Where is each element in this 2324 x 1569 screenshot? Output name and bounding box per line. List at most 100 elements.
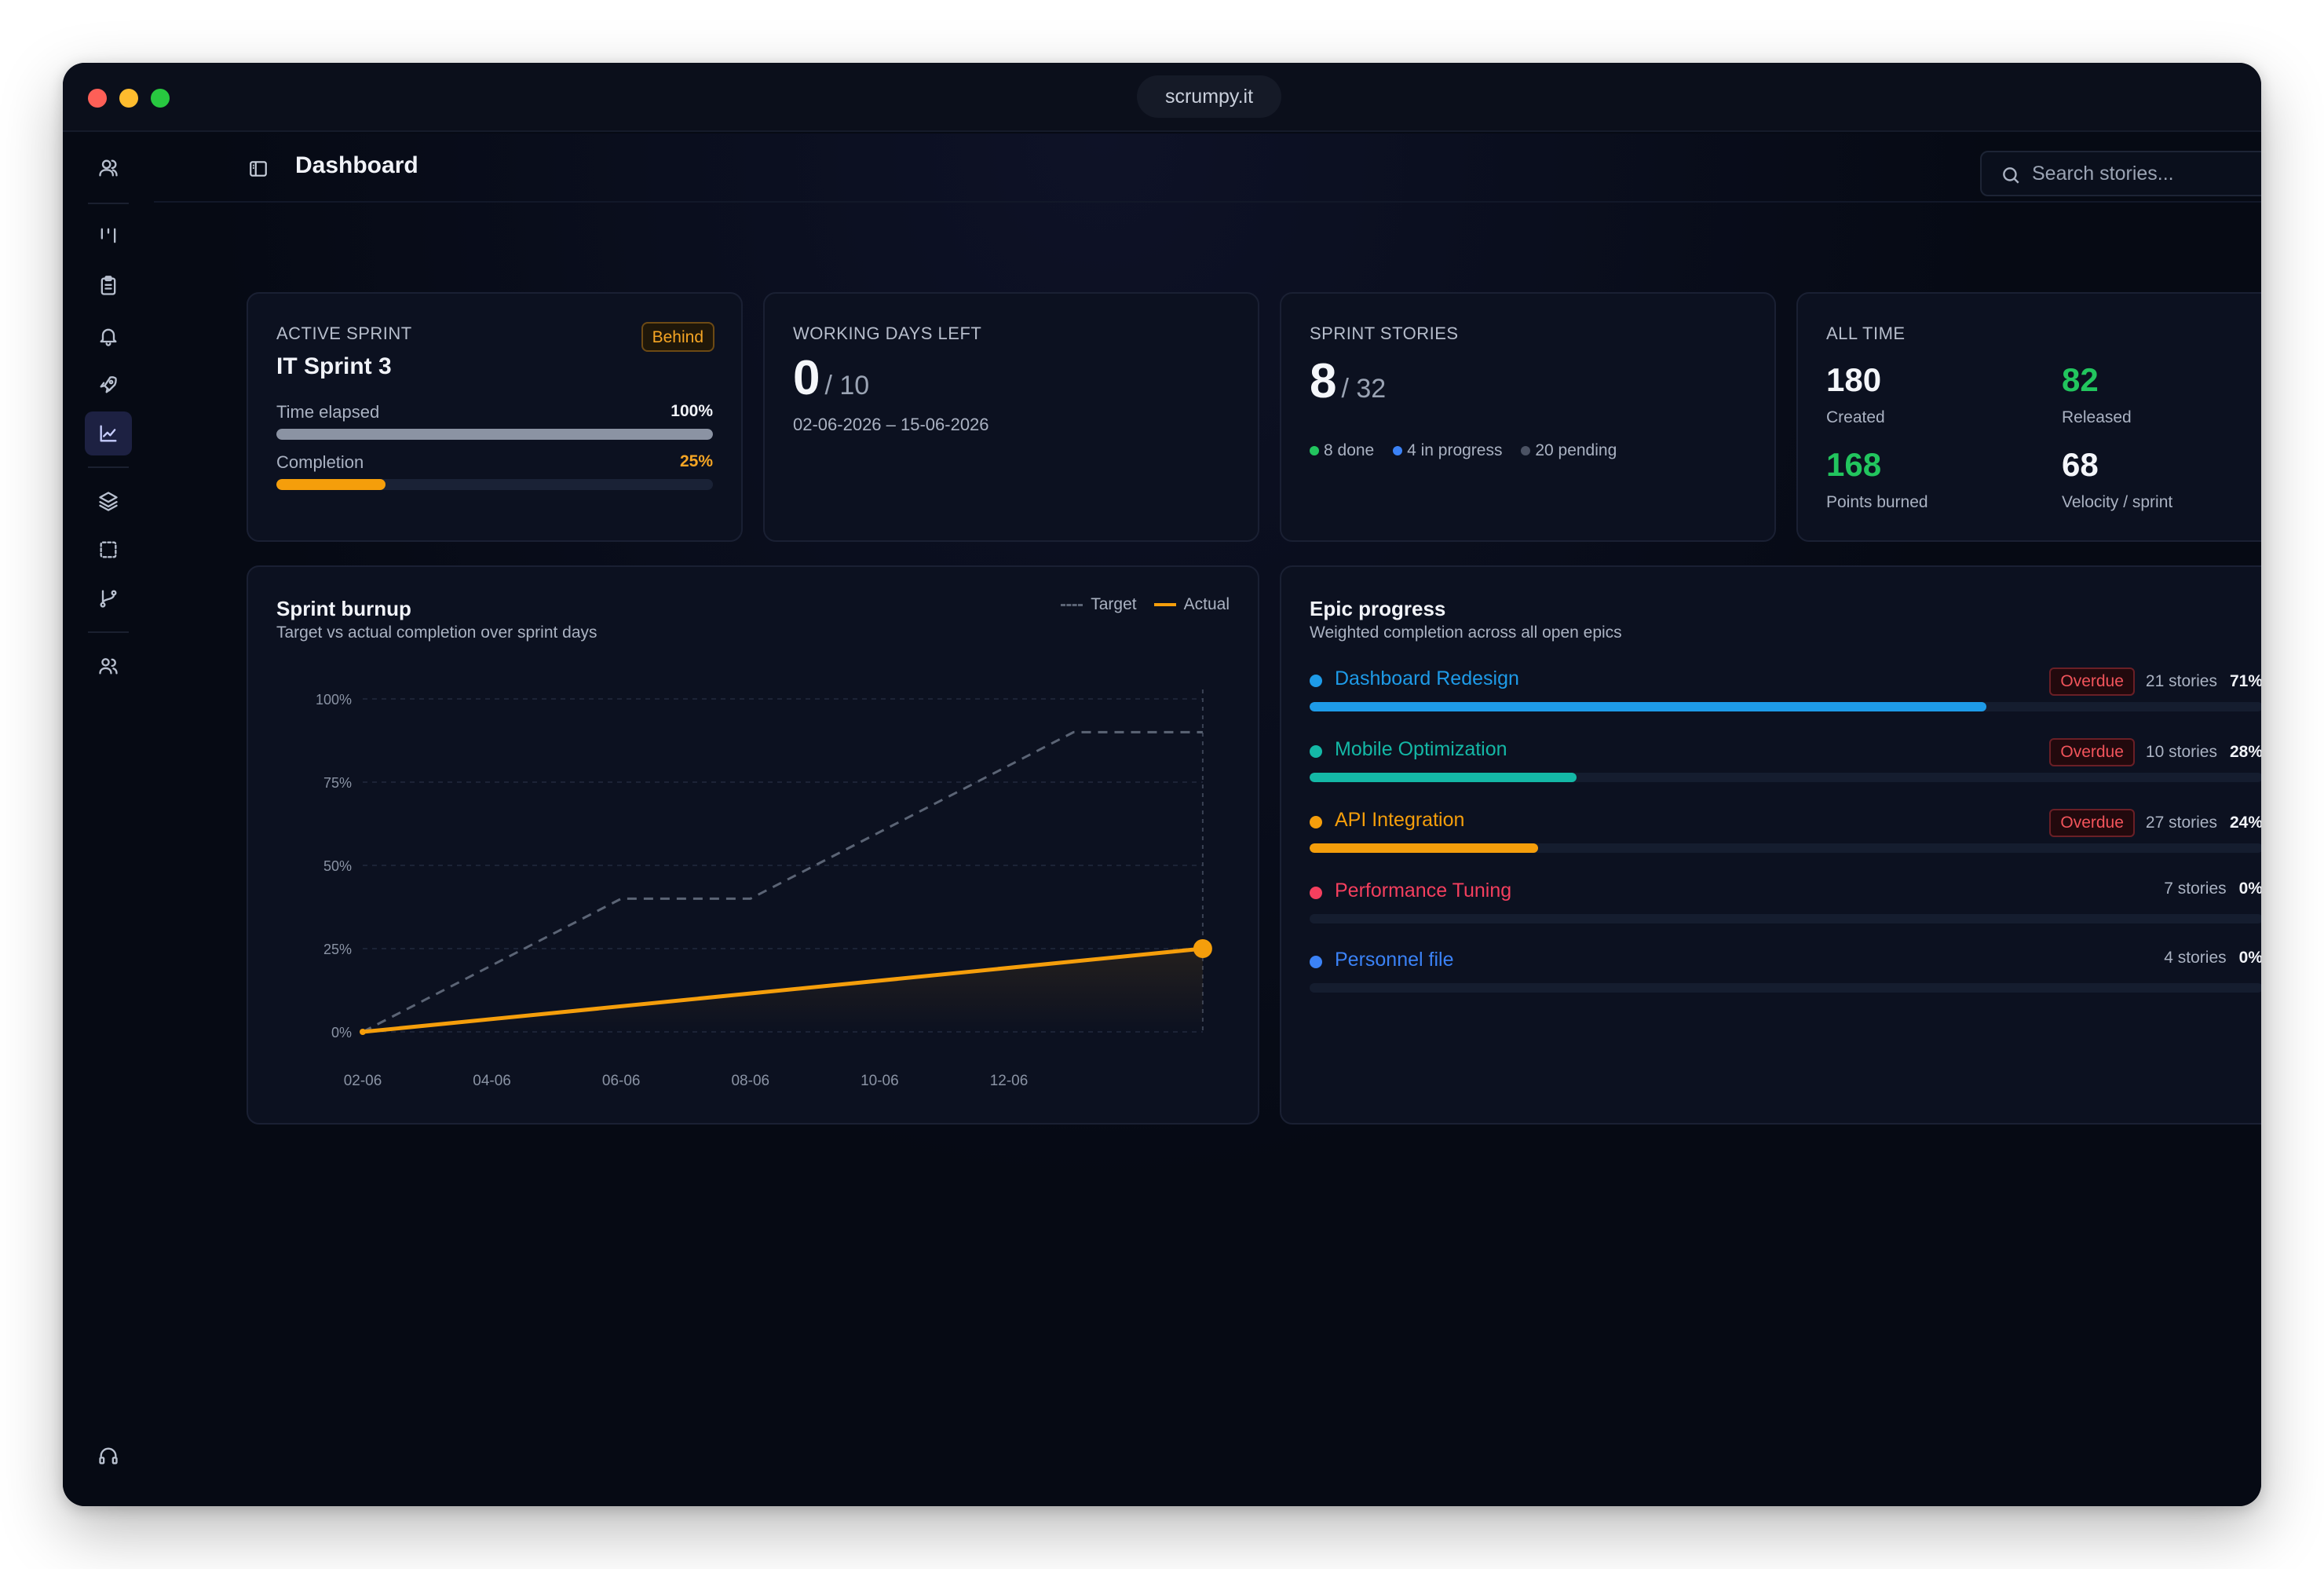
- epic-name[interactable]: Mobile Optimization: [1335, 738, 1507, 760]
- rocket-icon[interactable]: [85, 363, 132, 407]
- pending-text: 20 pending: [1535, 441, 1617, 459]
- x-tick-label: 12-06: [990, 1073, 1029, 1089]
- card-label: ACTIVE SPRINT: [276, 324, 412, 343]
- velocity-label: Velocity / sprint: [2062, 493, 2173, 511]
- epic-progress-bar: [1310, 702, 2261, 711]
- working-days-value: 0/ 10: [793, 350, 869, 406]
- epic-story-count: 10 stories: [2145, 743, 2217, 761]
- epic-meta: Overdue 10 stories 28%: [2049, 738, 2261, 766]
- x-tick-label: 08-06: [731, 1073, 769, 1089]
- board-icon[interactable]: [85, 214, 132, 258]
- overdue-badge: Overdue: [2049, 809, 2135, 837]
- page-title: Dashboard: [295, 152, 418, 178]
- all-time-card: ALL TIME 180 Created 82 Released 168 Poi…: [1796, 292, 2261, 542]
- epic-story-count: 21 stories: [2145, 672, 2217, 690]
- sidebar-toggle-icon[interactable]: [248, 159, 269, 179]
- active-sprint-card: ACTIVE SPRINT Behind IT Sprint 3 Time el…: [247, 292, 743, 542]
- epic-percent: 0%: [2238, 949, 2261, 967]
- completion-bar: [276, 479, 713, 490]
- epic-meta: 4 stories 0%: [2164, 949, 2261, 967]
- app-window: scrumpy.it: [63, 63, 2261, 1506]
- search-icon: [2003, 167, 2019, 184]
- epic-name[interactable]: Personnel file: [1335, 949, 1454, 971]
- sidebar: AD: [63, 133, 154, 1506]
- epic-name[interactable]: API Integration: [1335, 809, 1465, 831]
- epic-color-dot: [1310, 887, 1322, 899]
- working-days-left: 0: [793, 351, 820, 405]
- created-label: Created: [1826, 408, 1885, 426]
- card-label: ALL TIME: [1826, 324, 1906, 343]
- y-tick-label: 75%: [323, 775, 352, 791]
- search-input[interactable]: [2030, 152, 2261, 195]
- epic-color-dot: [1310, 675, 1322, 687]
- velocity-value: 68: [2062, 446, 2099, 483]
- epic-color-dot: [1310, 956, 1322, 968]
- time-elapsed-label: Time elapsed: [276, 402, 380, 422]
- headset-icon[interactable]: [85, 1434, 132, 1478]
- epic-row[interactable]: Performance Tuning 7 stories 0%: [1310, 880, 2261, 927]
- completion-label: Completion: [276, 452, 364, 472]
- actual-current-point: [1193, 939, 1212, 958]
- search-box[interactable]: [1980, 151, 2261, 196]
- legend-target: Target: [1061, 595, 1137, 614]
- bell-icon[interactable]: [85, 314, 132, 358]
- created-value: 180: [1826, 361, 1882, 398]
- epic-row[interactable]: Dashboard Redesign Overdue 21 stories 71%: [1310, 667, 2261, 715]
- sidebar-divider: [88, 203, 129, 204]
- epic-name[interactable]: Dashboard Redesign: [1335, 667, 1519, 689]
- sprint-burnup-card: Sprint burnup Target vs actual completio…: [247, 565, 1259, 1125]
- card-label: SPRINT STORIES: [1310, 324, 1459, 343]
- main-content: Dashboard ACTIVE SPRINT Behind IT Sprint…: [154, 133, 2261, 1506]
- epic-percent: 71%: [2229, 672, 2261, 690]
- sprint-stories-value: 8/ 32: [1310, 353, 1386, 409]
- epic-meta: Overdue 21 stories 71%: [2049, 667, 2261, 696]
- epic-title: Epic progress: [1310, 597, 1446, 620]
- epic-progress-bar: [1310, 983, 2261, 993]
- legend-in-progress: 4 in progress: [1393, 441, 1502, 459]
- branch-icon[interactable]: [85, 576, 132, 620]
- chart-icon[interactable]: [85, 411, 132, 455]
- status-badge: Behind: [641, 322, 714, 352]
- released-value: 82: [2062, 361, 2099, 398]
- time-elapsed-value: 100%: [671, 402, 713, 420]
- target-series-line: [362, 730, 1203, 1033]
- epic-name[interactable]: Performance Tuning: [1335, 880, 1512, 902]
- team-icon[interactable]: [85, 644, 132, 688]
- epic-row[interactable]: API Integration Overdue 27 stories 24%: [1310, 809, 2261, 856]
- epic-percent: 0%: [2238, 880, 2261, 898]
- minimize-window-button[interactable]: [119, 89, 138, 108]
- url-pill[interactable]: scrumpy.it: [1137, 75, 1281, 118]
- burnup-chart: 0% 25% 50% 75% 100% 02-06 04-06 06-06 08-06 10-06…: [316, 689, 1212, 1089]
- epic-meta: 7 stories 0%: [2164, 880, 2261, 898]
- title-bar: scrumpy.it: [63, 63, 2261, 132]
- burnup-subtitle: Target vs actual completion over sprint …: [276, 624, 597, 642]
- layers-icon[interactable]: [85, 479, 132, 523]
- legend-target-label: Target: [1091, 595, 1137, 613]
- epic-row[interactable]: Mobile Optimization Overdue 10 stories 28%: [1310, 738, 2261, 785]
- x-tick-label: 06-06: [602, 1073, 641, 1089]
- epic-story-count: 27 stories: [2145, 814, 2217, 832]
- y-tick-label: 100%: [316, 692, 352, 708]
- top-bar: Dashboard: [154, 133, 2261, 203]
- close-window-button[interactable]: [88, 89, 107, 108]
- maximize-window-button[interactable]: [151, 89, 170, 108]
- overdue-badge: Overdue: [2049, 667, 2135, 696]
- working-days-total: / 10: [824, 371, 870, 400]
- y-tick-label: 50%: [323, 858, 352, 874]
- legend-actual-label: Actual: [1183, 595, 1230, 613]
- overdue-badge: Overdue: [2049, 738, 2135, 766]
- users-icon[interactable]: [85, 146, 132, 190]
- points-burned-value: 168: [1826, 446, 1882, 483]
- chart-legend: Target Actual: [1043, 595, 1230, 614]
- clipboard-icon[interactable]: [85, 264, 132, 308]
- sprint-stories-card: SPRINT STORIES 8/ 32 8 done 4 in progres…: [1280, 292, 1776, 542]
- x-tick-label: 04-06: [473, 1073, 511, 1089]
- epic-row[interactable]: Personnel file 4 stories 0%: [1310, 949, 2261, 996]
- legend-actual: Actual: [1153, 595, 1230, 614]
- actual-series-line: [360, 946, 1205, 1034]
- working-days-card: WORKING DAYS LEFT 0/ 10 02-06-2026 – 15-…: [763, 292, 1259, 542]
- epic-story-count: 4 stories: [2164, 949, 2227, 967]
- legend-done: 8 done: [1310, 441, 1374, 459]
- selection-icon[interactable]: [85, 528, 132, 572]
- sidebar-divider: [88, 466, 129, 468]
